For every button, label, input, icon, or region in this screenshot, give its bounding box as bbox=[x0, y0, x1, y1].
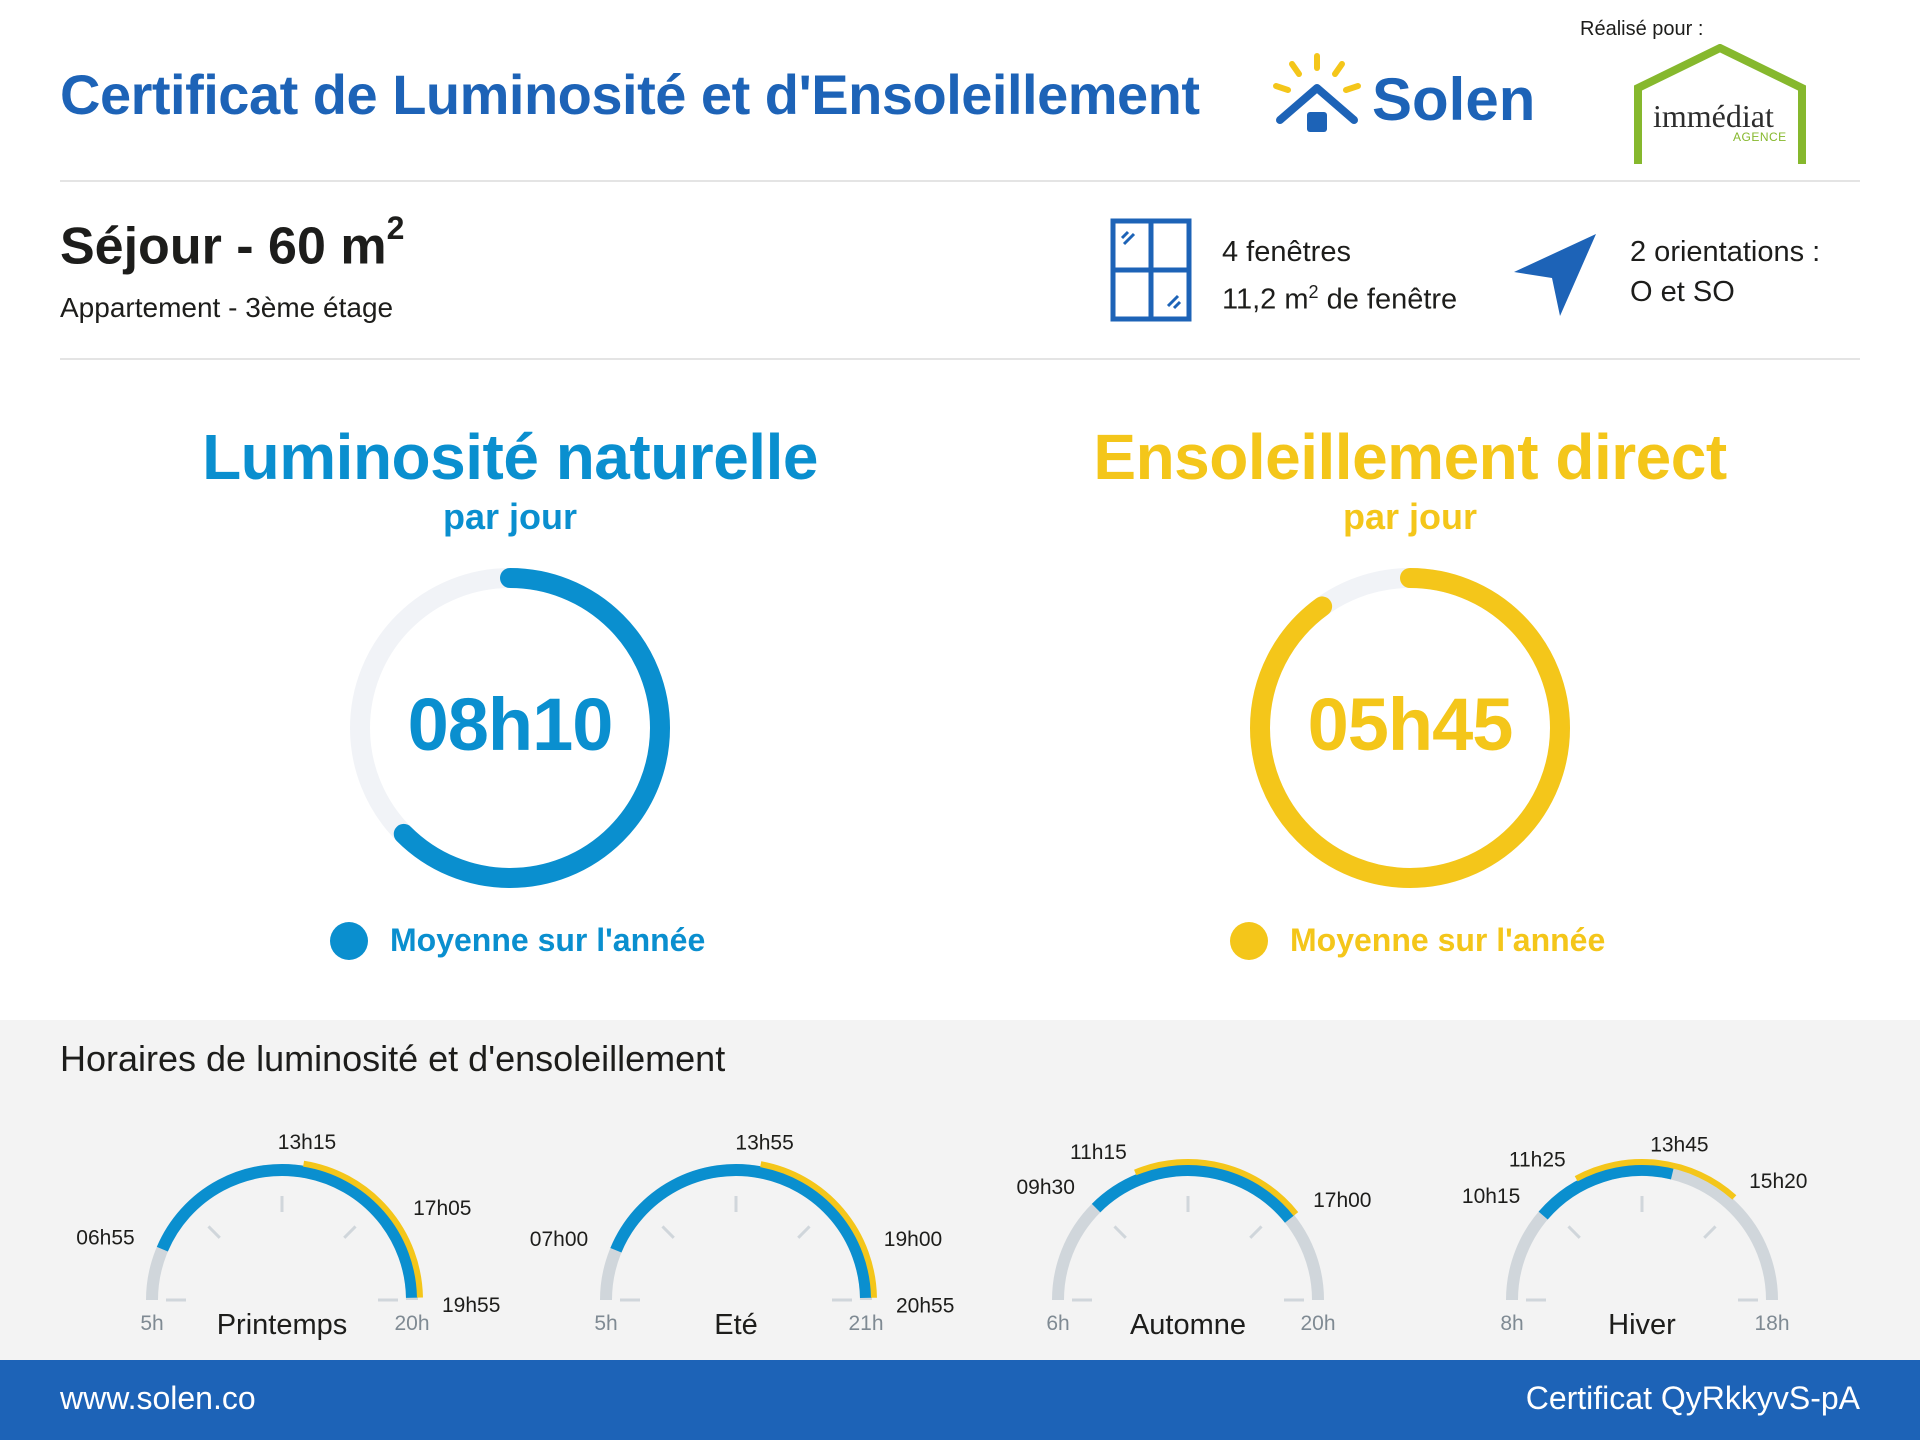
time-label: 15h20 bbox=[1749, 1170, 1807, 1193]
schedule-title: Horaires de luminosité et d'ensoleilleme… bbox=[60, 1038, 726, 1079]
time-label: 17h05 bbox=[413, 1197, 471, 1220]
room-title: Séjour - 60 m2 bbox=[60, 210, 404, 276]
windows-area: 11,2 m2 de fenêtre bbox=[1222, 272, 1457, 320]
time-label: 11h15 bbox=[1070, 1141, 1127, 1164]
season-name: Automne bbox=[1130, 1309, 1246, 1341]
axis-min-label: 8h bbox=[1500, 1312, 1523, 1335]
sun-period-arc bbox=[1134, 1159, 1299, 1216]
sunshine-title: Ensoleillement direct bbox=[1093, 421, 1727, 493]
luminosity-title: Luminosité naturelle bbox=[202, 421, 818, 493]
windows-area-post: de fenêtre bbox=[1318, 283, 1458, 316]
sunshine-ring-progress bbox=[1250, 568, 1570, 888]
time-label: 19h55 bbox=[442, 1294, 500, 1317]
sunshine-subtitle: par jour bbox=[1342, 496, 1477, 537]
luminosity-ring bbox=[350, 568, 670, 888]
room-title-sup: 2 bbox=[386, 210, 405, 246]
season-gauge-svg: 5h 20h Printemps 06h55 13h15 17h05 19h55 bbox=[76, 1131, 500, 1341]
light-period-arc bbox=[610, 1164, 872, 1298]
time-label: 19h00 bbox=[884, 1228, 942, 1251]
time-label: 13h45 bbox=[1650, 1133, 1708, 1156]
season-gauge-svg: 6h 20h Automne 09h30 11h15 17h00 bbox=[1016, 1141, 1371, 1341]
time-label: 20h55 bbox=[896, 1294, 954, 1317]
luminosity-legend: Moyenne sur l'année bbox=[390, 922, 706, 958]
schedule-panel bbox=[0, 1020, 1920, 1360]
divider bbox=[60, 358, 1860, 360]
time-label: 09h30 bbox=[1016, 1176, 1074, 1199]
header: Certificat de Luminosité et d'Ensoleille… bbox=[0, 0, 1920, 180]
gauge-tick bbox=[207, 1225, 221, 1239]
orientation-count: 2 orientations : bbox=[1630, 236, 1821, 268]
season-name: Hiver bbox=[1608, 1309, 1676, 1341]
gauge-track bbox=[1052, 1164, 1324, 1301]
time-label: 17h00 bbox=[1313, 1189, 1371, 1212]
orientation-info: 2 orientations : O et SO bbox=[1630, 232, 1820, 312]
time-label: 10h15 bbox=[1462, 1185, 1520, 1208]
windows-area-pre: 11,2 m bbox=[1222, 283, 1309, 316]
gauge-tick bbox=[1703, 1225, 1717, 1239]
axis-min-label: 6h bbox=[1046, 1312, 1069, 1335]
time-label: 13h55 bbox=[735, 1132, 793, 1155]
season-name: Printemps bbox=[217, 1309, 348, 1341]
season-gauge: 6h 20h Automne 09h30 11h15 17h00 bbox=[958, 1110, 1418, 1350]
brand-name: Solen bbox=[1372, 66, 1536, 133]
orientation-arrow-icon bbox=[1514, 234, 1596, 316]
axis-min-label: 5h bbox=[140, 1312, 163, 1335]
certificate-id: Certificat QyRkkyvS-pA bbox=[1525, 1380, 1860, 1416]
windows-info: 4 fenêtres 11,2 m2 de fenêtre bbox=[1222, 232, 1457, 320]
season-gauge-svg: 8h 18h Hiver 10h15 11h25 13h45 15h20 bbox=[1462, 1133, 1808, 1341]
page-title: Certificat de Luminosité et d'Ensoleille… bbox=[60, 63, 1200, 126]
orientation-values: O et SO bbox=[1630, 276, 1735, 308]
window-icon bbox=[1110, 218, 1192, 322]
season-gauge: 8h 18h Hiver 10h15 11h25 13h45 15h20 bbox=[1412, 1110, 1872, 1350]
axis-max-label: 20h bbox=[1300, 1312, 1335, 1335]
sunshine-legend: Moyenne sur l'année bbox=[1290, 922, 1606, 958]
gauge-tick bbox=[1567, 1225, 1581, 1239]
season-gauge: 5h 21h Eté 07h00 13h55 19h00 20h55 bbox=[506, 1110, 966, 1350]
gauge-tick bbox=[661, 1225, 675, 1239]
time-label: 07h00 bbox=[530, 1228, 588, 1251]
luminosity-subtitle: par jour bbox=[442, 496, 577, 537]
season-gauge: 5h 20h Printemps 06h55 13h15 17h05 19h55 bbox=[52, 1110, 512, 1350]
luminosity-ring-progress bbox=[350, 568, 670, 888]
season-name: Eté bbox=[714, 1309, 758, 1341]
gauge-tick bbox=[797, 1225, 811, 1239]
footer: www.solen.co Certificat QyRkkyvS-pA bbox=[0, 1360, 1920, 1440]
axis-max-label: 21h bbox=[848, 1312, 883, 1335]
sun-period-arc bbox=[760, 1161, 877, 1298]
light-period-arc bbox=[156, 1164, 418, 1298]
sun-period-arc bbox=[303, 1160, 423, 1298]
season-gauge-svg: 5h 21h Eté 07h00 13h55 19h00 20h55 bbox=[530, 1132, 955, 1341]
windows-area-sup: 2 bbox=[1308, 282, 1319, 302]
sunshine-ring bbox=[1250, 568, 1570, 888]
light-period-arc bbox=[1091, 1164, 1295, 1223]
agency-logo-icon bbox=[1634, 44, 1806, 164]
axis-max-label: 20h bbox=[394, 1312, 429, 1335]
luminosity-legend-dot bbox=[330, 922, 368, 960]
sunshine-value: 05h45 bbox=[1307, 683, 1514, 766]
luminosity-value: 08h10 bbox=[407, 683, 614, 766]
divider bbox=[60, 180, 1860, 182]
gauge-track bbox=[146, 1164, 418, 1301]
made-for-label: Réalisé pour : bbox=[1580, 18, 1704, 40]
gauge-track bbox=[1506, 1164, 1778, 1301]
gauge-tick bbox=[343, 1225, 357, 1239]
sunshine-legend-dot bbox=[1230, 922, 1268, 960]
axis-min-label: 5h bbox=[594, 1312, 617, 1335]
gauge-track bbox=[600, 1164, 872, 1301]
sun-period-arc bbox=[1574, 1159, 1737, 1200]
room-title-text: Séjour - 60 m bbox=[60, 217, 387, 276]
room-subtitle: Appartement - 3ème étage bbox=[60, 292, 394, 323]
gauge-tick bbox=[1249, 1225, 1263, 1239]
axis-max-label: 18h bbox=[1754, 1312, 1789, 1335]
time-label: 06h55 bbox=[76, 1227, 134, 1250]
time-label: 11h25 bbox=[1509, 1148, 1566, 1171]
solen-logo-icon bbox=[1273, 53, 1361, 132]
light-period-arc bbox=[1538, 1164, 1674, 1220]
time-label: 13h15 bbox=[278, 1131, 336, 1154]
agency-subtitle: AGENCE bbox=[1733, 130, 1787, 144]
footer-link[interactable]: www.solen.co bbox=[60, 1380, 256, 1416]
agency-name: immédiat bbox=[1653, 98, 1774, 134]
windows-count: 4 fenêtres bbox=[1222, 236, 1351, 268]
gauge-tick bbox=[1113, 1225, 1127, 1239]
